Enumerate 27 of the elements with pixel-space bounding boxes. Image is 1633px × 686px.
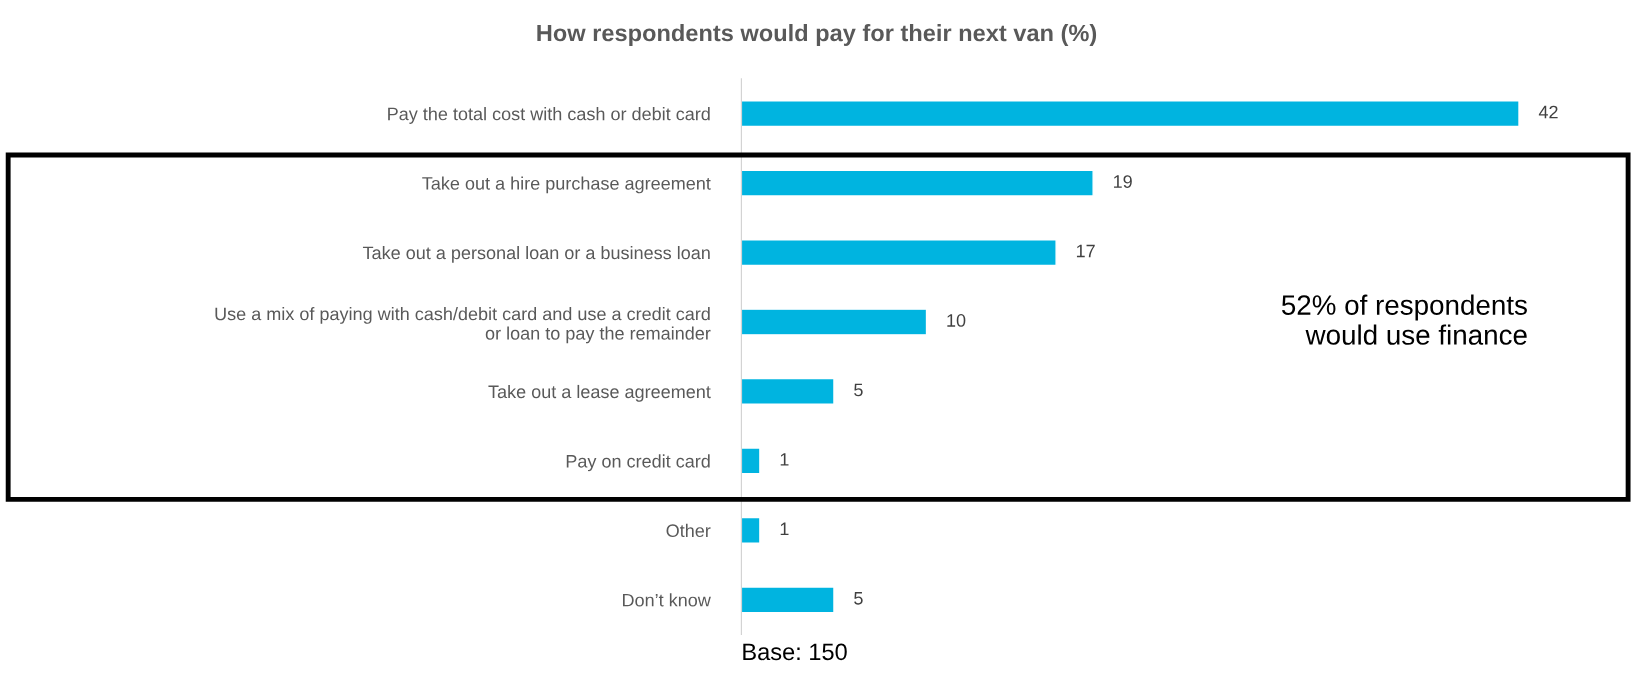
y-tick-label: Use a mix of paying with cash/debit card and use a credit card or loan to pay the remainder xyxy=(215,307,711,344)
data-label: 1 xyxy=(780,453,789,466)
bar xyxy=(741,100,1520,128)
text: Base: 150 xyxy=(743,643,847,661)
data-label: 1 xyxy=(780,522,789,536)
data-label: 5 xyxy=(854,383,863,397)
bar xyxy=(741,377,835,405)
chart-title: How respondents would pay for their next van (%) xyxy=(537,24,1097,47)
y-tick-label: Take out a personal loan or a business loan xyxy=(362,245,710,263)
data-label: 10 xyxy=(947,314,966,327)
bar xyxy=(741,308,928,336)
y-tick-label: Don’t know xyxy=(622,593,711,607)
bar xyxy=(741,516,761,544)
y-tick-label: Take out a lease agreement xyxy=(488,384,711,402)
y-tick-label: Take out a hire purchase agreement xyxy=(422,176,711,194)
annotation: 52% of respondents would use finance xyxy=(1281,294,1527,345)
data-label: 42 xyxy=(1538,105,1558,119)
bar xyxy=(741,447,761,475)
data-label: 17 xyxy=(1076,244,1095,258)
bar xyxy=(741,169,1094,197)
y-tick-label: Pay the total cost with cash or debit card xyxy=(388,107,710,124)
bar xyxy=(741,586,835,614)
data-label: 19 xyxy=(1113,175,1132,188)
data-label: 5 xyxy=(854,592,863,605)
y-tick-label: Pay on credit card xyxy=(566,454,710,472)
y-tick-label: Other xyxy=(666,523,711,538)
bar xyxy=(741,238,1057,267)
